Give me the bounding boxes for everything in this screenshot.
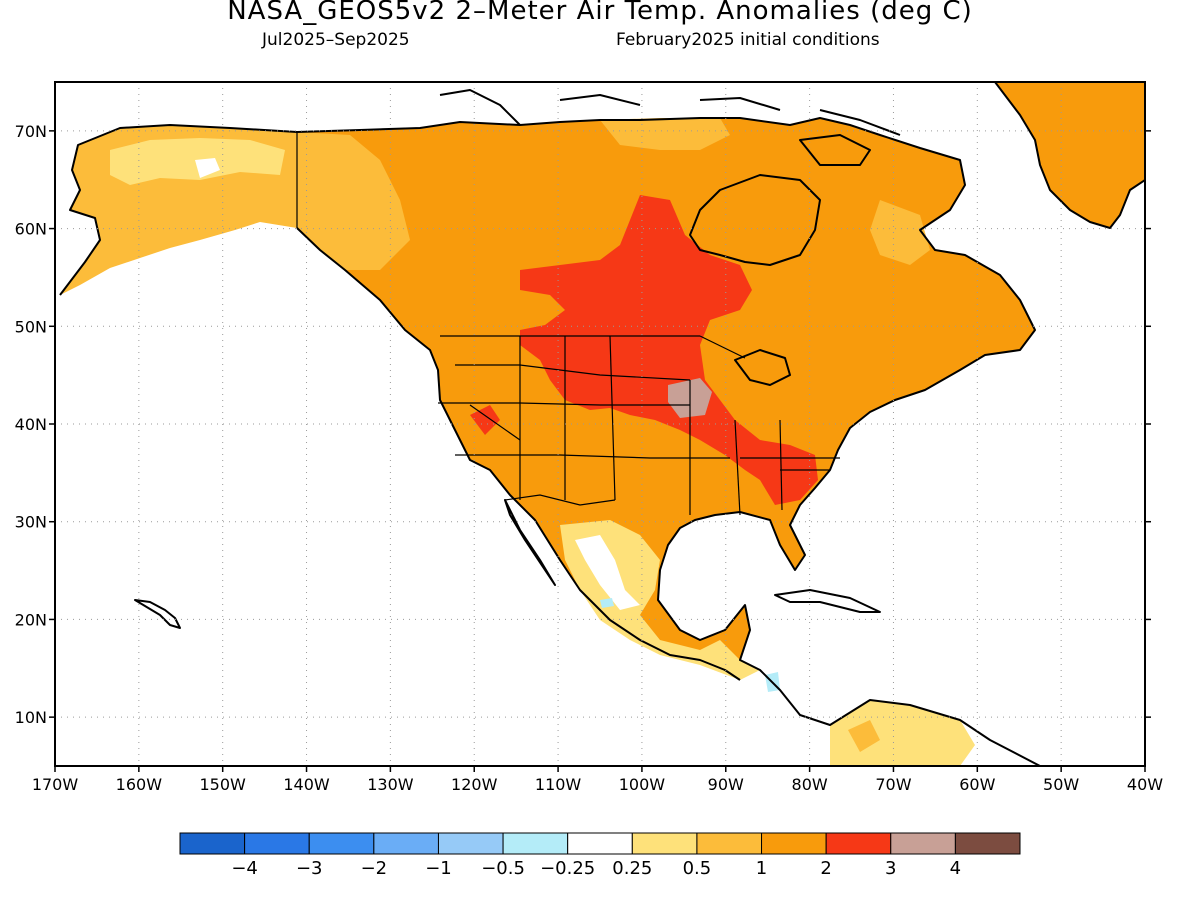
longitude-axis: 170W 160W 150W 140W 130W 120W 110W 100W 90W 80W 70… [32,766,1163,794]
colorbar-swatch [437,832,504,855]
hawaii [134,599,181,629]
latitude-axis: 70N 60N 50N 40N 30N 20N 10N [15,122,1151,727]
south-america-pale [830,700,975,766]
colorbar-swatch [373,832,439,855]
colorbar-swatch [696,832,763,855]
lon-tick-label: 40W [1127,775,1163,794]
lat-tick-label: 60N [15,220,47,239]
lon-tick-label: 110W [535,775,582,794]
mexico-cyan-patch [600,598,614,608]
colorbar-swatch [954,832,1021,855]
colorbar-swatch [890,832,956,855]
map-plot-area [59,82,1145,766]
lat-tick-label: 70N [15,122,47,141]
pacific-coastline [296,227,741,681]
cuba [774,589,881,613]
colorbar-swatch [179,832,246,855]
colorbar-swatch [308,832,375,855]
gridlines [55,82,1145,766]
south-america-orange [848,720,880,752]
labrador-lighter [870,200,930,265]
lat-tick-label: 40N [15,415,47,434]
anomaly-shading [60,82,1145,766]
colorbar-label: 0.25 [612,858,652,879]
colorbar-label: −1 [425,858,452,879]
lon-tick-label: 150W [200,775,247,794]
lon-tick-label: 120W [451,775,498,794]
colorbar-label: 0.5 [683,858,712,879]
canada-west-lighter [297,132,410,270]
north-america-coastline [59,117,1041,766]
lon-tick-label: 90W [708,775,744,794]
colorbar-label: 4 [950,858,961,879]
period-subtitle: Jul2025–Sep2025 [262,30,410,50]
colorbar-label: −4 [231,858,258,879]
lon-tick-label: 50W [1043,775,1079,794]
mexico-white-patch [575,535,640,610]
lat-tick-label: 10N [15,708,47,727]
hudson-bay [689,174,821,266]
lon-tick-label: 80W [792,775,828,794]
colorbar-swatch [825,832,892,855]
lon-tick-label: 100W [619,775,666,794]
alaska-white-patch [195,158,220,178]
west-us-hot-patch [470,405,500,435]
colorbar-label: −0.5 [481,858,525,879]
map-title: NASA_GEOS5v2 2–Meter Air Temp. Anomalies… [227,0,973,26]
lat-tick-label: 30N [15,513,47,532]
init-conditions-subtitle: February2025 initial conditions [616,30,880,50]
lon-tick-label: 70W [875,775,911,794]
colorbar-label: −0.25 [540,858,595,879]
colorbar-label: −2 [361,858,388,879]
colorbar-label: 2 [820,858,831,879]
lon-tick-label: 160W [116,775,163,794]
greenland-coast [994,82,1145,229]
canada-north-lighter [600,118,730,150]
lat-tick-label: 20N [15,610,47,629]
colorbar-swatch [631,832,698,855]
coastlines [59,82,1145,766]
colorbar-swatch [567,832,633,855]
central-hot-anomaly [520,195,818,505]
lon-tick-label: 130W [367,775,414,794]
colorbar-swatch [502,832,569,855]
colorbar-label: 1 [756,858,767,879]
baja-california [504,499,556,586]
lon-tick-label: 170W [32,775,79,794]
colorbar-label: −3 [296,858,323,879]
great-lakes [734,349,791,386]
colorbar-swatch [244,832,310,855]
colorbar-label: 3 [885,858,896,879]
lon-tick-label: 140W [283,775,330,794]
lon-tick-label: 60W [959,775,995,794]
colorbar: −4 −3 −2 −1 −0.5 −0.25 0.25 0.5 1 2 3 4 [179,832,1021,879]
colorbar-swatch [761,832,827,855]
lat-tick-label: 50N [15,317,47,336]
arctic-islands [439,89,901,166]
greenland-anomaly [995,82,1145,228]
political-borders [296,132,840,516]
